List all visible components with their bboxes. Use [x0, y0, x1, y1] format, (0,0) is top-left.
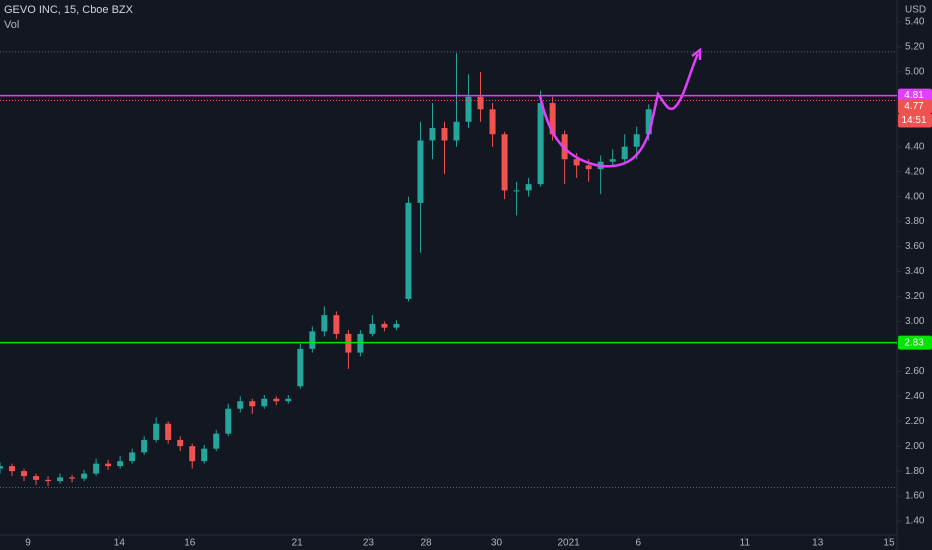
candle-body [321, 315, 328, 332]
candle-body [477, 96, 484, 110]
x-tick-label: 6 [636, 538, 642, 549]
y-tick-label: 4.20 [905, 166, 925, 177]
candle-body [621, 146, 628, 160]
x-tick-label: 2021 [558, 538, 581, 549]
candle-body [213, 433, 220, 449]
y-tick-label: 3.40 [905, 266, 925, 277]
candle-body [177, 439, 184, 447]
y-tick-label: 1.40 [905, 516, 925, 527]
x-tick-label: 14 [114, 538, 126, 549]
candle-body [69, 477, 76, 479]
arrow-head [691, 47, 702, 60]
candle-body [141, 439, 148, 453]
candle-body [333, 315, 340, 334]
price-label: 2.83 [904, 337, 924, 348]
candle-body [525, 184, 532, 191]
candle-body [117, 461, 124, 467]
candle-body [393, 323, 400, 328]
candle-body [369, 323, 376, 334]
y-tick-label: 3.20 [905, 291, 925, 302]
x-tick-label: 23 [363, 538, 375, 549]
axis-labels: 5.405.205.004.804.604.404.204.003.803.60… [25, 17, 932, 549]
candle-body [153, 423, 160, 440]
candle-body [201, 448, 208, 462]
candle-body [165, 423, 172, 440]
price-label-box [898, 335, 932, 350]
candle-body [405, 202, 412, 299]
candle-body [129, 452, 136, 462]
candle-body [513, 190, 520, 192]
x-tick-label: 11 [740, 538, 751, 549]
y-tick-label: 5.40 [905, 17, 925, 28]
candle-body [417, 140, 424, 203]
candle-body [45, 479, 52, 482]
y-tick-label: 3.80 [905, 216, 925, 227]
candle-body [609, 159, 616, 162]
candle-body [237, 401, 244, 409]
candle-body [633, 134, 640, 147]
cup-drawing [538, 53, 700, 168]
y-tick-label: 1.60 [905, 491, 925, 502]
y-tick-label: 5.20 [905, 42, 925, 53]
candle-body [81, 473, 88, 479]
candle-body [0, 466, 3, 469]
price-label: 14:51 [901, 115, 926, 126]
y-tick-label: 2.60 [905, 366, 925, 377]
marks [0, 21, 901, 539]
price-label: 4.77 [904, 101, 924, 112]
candle-body [453, 121, 460, 141]
chart-title: GEVO INC, 15, Cboe BZX [4, 4, 134, 16]
x-tick-label: 16 [184, 538, 196, 549]
price-label-box [898, 99, 932, 114]
y-tick-label: 4.00 [905, 191, 925, 202]
candle-body [429, 128, 436, 141]
candle-body [57, 477, 64, 482]
price-label: 4.81 [904, 90, 924, 101]
candle-body [249, 401, 256, 407]
candle-body [537, 103, 544, 185]
x-tick-label: 13 [812, 538, 824, 549]
x-tick-label: 15 [883, 538, 895, 549]
y-tick-label: 2.00 [905, 441, 925, 452]
candle-body [465, 96, 472, 122]
candle-body [489, 109, 496, 135]
x-tick-label: 9 [25, 538, 31, 549]
candle-body [501, 134, 508, 191]
candle-body [441, 128, 448, 141]
candle-body [273, 398, 280, 402]
y-tick-label: 1.80 [905, 466, 925, 477]
candle-body [549, 103, 556, 135]
candle-body [285, 398, 292, 402]
candle-body [225, 408, 232, 434]
candle-body [381, 323, 388, 328]
candle-body [261, 398, 268, 407]
candle-body [93, 463, 100, 474]
candle-body [573, 159, 580, 166]
price-label-box [898, 113, 932, 128]
candle-body [105, 463, 112, 467]
x-tick-label: 21 [292, 538, 304, 549]
candle-body [189, 446, 196, 462]
y-tick-label: 5.00 [905, 67, 925, 78]
candle-body [21, 471, 28, 477]
currency-label: USD [905, 5, 926, 16]
y-tick-label: 3.00 [905, 316, 925, 327]
price-label-box [898, 88, 932, 103]
volume-label: Vol [4, 19, 19, 31]
candle-body [297, 348, 304, 387]
candle-body [645, 109, 652, 135]
candle-body [309, 331, 316, 349]
y-tick-label: 2.40 [905, 391, 925, 402]
y-tick-label: 3.60 [905, 241, 925, 252]
x-tick-label: 28 [421, 538, 433, 549]
candle-body [9, 466, 16, 472]
y-tick-label: 4.40 [905, 141, 925, 152]
x-tick-label: 30 [491, 538, 503, 549]
y-tick-label: 2.20 [905, 416, 925, 427]
candle-body [585, 165, 592, 170]
candle-body [33, 476, 40, 480]
